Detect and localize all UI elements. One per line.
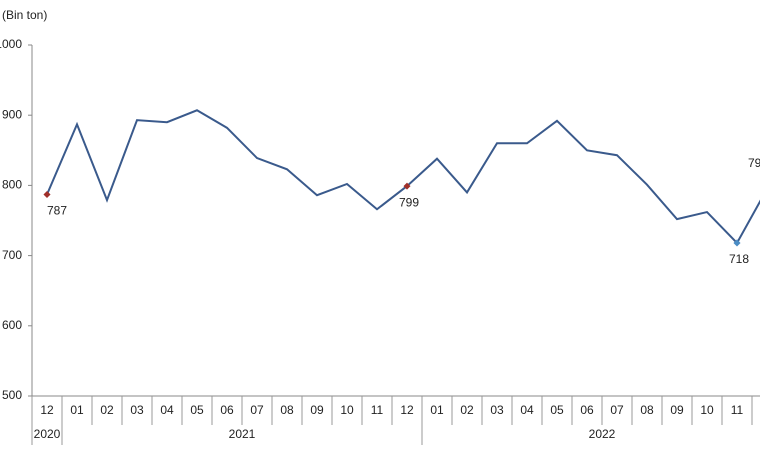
y-tick-label: 700 — [2, 248, 22, 262]
y-tick-label: 1000 — [0, 37, 22, 51]
x-tick-label: 08 — [640, 403, 654, 417]
data-label: 787 — [47, 204, 67, 218]
x-group-label: 2022 — [589, 427, 616, 441]
x-tick-label: 07 — [610, 403, 624, 417]
point-marker — [733, 239, 741, 247]
x-tick-label: 05 — [190, 403, 204, 417]
x-tick-label: 06 — [220, 403, 234, 417]
x-tick-label: 11 — [371, 403, 384, 417]
x-tick-label: 11 — [731, 403, 744, 417]
x-tick-label: 09 — [670, 403, 684, 417]
x-tick-label: 10 — [700, 403, 714, 417]
x-tick-label: 02 — [100, 403, 114, 417]
x-group-label: 2021 — [229, 427, 256, 441]
point-marker — [43, 190, 51, 199]
x-tick-label: 03 — [490, 403, 504, 417]
y-tick-label: 600 — [2, 318, 22, 332]
data-label: 799 — [399, 195, 419, 209]
x-tick-label: 02 — [460, 403, 474, 417]
x-group-label: 2020 — [34, 427, 61, 441]
x-tick-label: 08 — [280, 403, 294, 417]
x-tick-label: 09 — [310, 403, 324, 417]
x-tick-label: 10 — [340, 403, 354, 417]
line-series — [46, 109, 760, 245]
x-tick-label: 07 — [250, 403, 264, 417]
x-tick-label: 01 — [430, 403, 444, 417]
x-tick-label: 12 — [400, 403, 414, 417]
y-tick-label: 900 — [2, 107, 22, 121]
x-tick-label: 06 — [580, 403, 594, 417]
x-tick-label: 05 — [550, 403, 564, 417]
x-tick-label: 01 — [70, 403, 84, 417]
x-tick-label: 03 — [130, 403, 144, 417]
data-label: 718 — [729, 252, 749, 266]
data-label: 795 — [748, 156, 760, 170]
y-tick-label: 500 — [2, 388, 22, 402]
y-axis-unit: (Bin ton) — [2, 8, 47, 22]
x-tick-label: 12 — [40, 403, 54, 417]
x-tick-label: 04 — [160, 403, 174, 417]
x-tick-label: 04 — [520, 403, 534, 417]
y-tick-label: 800 — [2, 178, 22, 192]
point-marker — [403, 182, 411, 190]
